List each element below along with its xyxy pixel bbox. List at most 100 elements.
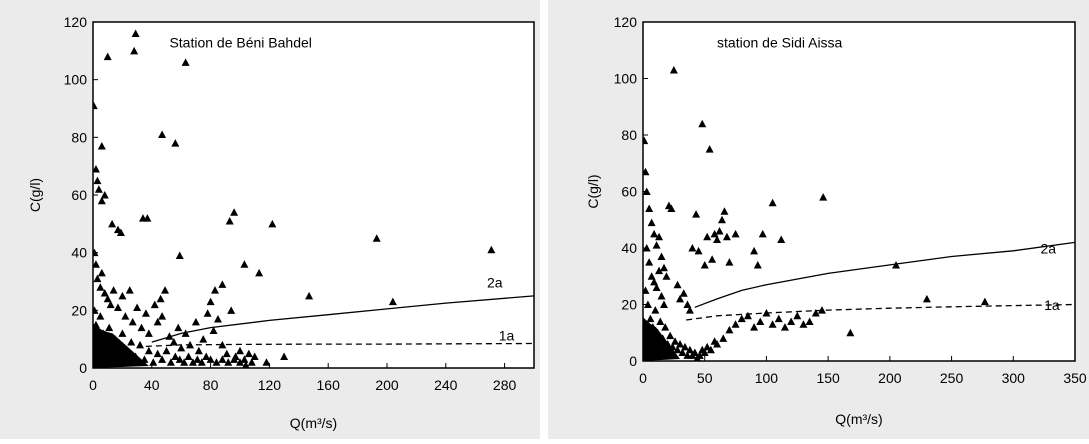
x-tick-label: 300 <box>1002 370 1026 386</box>
data-point <box>643 167 650 176</box>
data-point <box>805 317 814 325</box>
data-point <box>181 58 190 66</box>
y-tick-label: 20 <box>621 297 637 313</box>
data-point <box>93 274 102 283</box>
data-point <box>236 346 244 355</box>
data-point <box>109 286 118 294</box>
x-tick-label: 250 <box>940 370 964 386</box>
data-point <box>647 218 656 227</box>
data-point <box>97 141 106 150</box>
data-point <box>127 338 136 346</box>
data-point <box>118 291 127 300</box>
data-point <box>646 314 655 323</box>
data-point <box>162 346 171 355</box>
data-point <box>713 340 722 348</box>
data-point <box>662 272 671 280</box>
data-point <box>777 235 786 244</box>
data-point <box>768 198 777 207</box>
data-point <box>652 283 661 292</box>
data-point <box>268 219 277 228</box>
x-tick-label: 150 <box>816 370 840 386</box>
curve-1a <box>145 342 534 348</box>
x-tick-label: 0 <box>639 370 647 386</box>
data-point <box>153 317 162 326</box>
chart-title: Station de Béni Bahdel <box>169 35 311 51</box>
curve-label-2a: 2a <box>1040 241 1056 257</box>
data-point <box>685 306 694 314</box>
curve-label-2a: 2a <box>487 274 503 290</box>
data-point <box>130 46 139 55</box>
data-point <box>125 286 134 294</box>
data-point <box>673 345 682 354</box>
data-point <box>645 204 654 212</box>
x-tick-label: 200 <box>878 370 902 386</box>
y-tick-label: 120 <box>614 14 638 30</box>
x-axis-label: Q(m³/s) <box>835 411 882 427</box>
data-point <box>787 317 796 325</box>
data-point <box>713 235 722 244</box>
data-point <box>715 227 724 235</box>
data-point <box>203 309 212 317</box>
x-tick-label: 120 <box>258 377 282 393</box>
data-point <box>671 337 680 345</box>
data-point <box>661 323 670 331</box>
data-point <box>108 349 117 358</box>
data-point <box>793 311 802 320</box>
y-tick-label: 0 <box>79 360 87 376</box>
data-point <box>753 260 762 269</box>
data-point <box>93 320 100 329</box>
data-point <box>141 309 150 317</box>
x-axis-label: Q(m³/s) <box>290 415 337 431</box>
data-point <box>487 245 496 254</box>
data-point <box>656 317 665 325</box>
data-point <box>175 355 184 363</box>
data-point <box>659 300 668 308</box>
x-tick-label: 160 <box>317 377 341 393</box>
chart-beni-bahdel: 2a 1a 0 40 80 120 160 200 240 280 0 20 40 60 80 100 120 Q… <box>27 14 535 431</box>
data-point <box>743 311 752 320</box>
data-point <box>819 193 828 201</box>
data-point <box>676 340 685 348</box>
data-point <box>756 317 765 325</box>
data-point <box>218 340 227 349</box>
data-point <box>224 358 233 366</box>
data-point <box>667 204 676 212</box>
x-tick-label: 200 <box>375 377 399 393</box>
data-point <box>705 145 714 153</box>
data-point <box>171 139 180 147</box>
data-point <box>128 317 137 326</box>
data-point <box>212 358 221 366</box>
data-point <box>230 208 239 216</box>
data-point <box>174 323 183 332</box>
data-point <box>99 329 108 337</box>
data-point <box>695 351 704 359</box>
data-point <box>240 260 249 268</box>
data-point <box>653 328 662 337</box>
data-point <box>657 292 666 300</box>
data-point <box>666 331 675 340</box>
data-point <box>643 286 650 294</box>
data-point <box>121 312 130 320</box>
data-point <box>768 320 777 328</box>
curve-2a <box>151 295 534 343</box>
data-point <box>131 352 140 360</box>
data-point <box>244 349 253 358</box>
data-point <box>116 228 125 236</box>
data-point <box>177 343 186 352</box>
x-tick-label: 280 <box>493 377 517 393</box>
data-point <box>717 215 726 224</box>
x-tick-label: 80 <box>203 377 219 393</box>
data-point <box>700 260 709 269</box>
data-point <box>96 283 105 291</box>
data-point <box>105 323 114 332</box>
data-point <box>683 300 692 308</box>
data-point <box>184 352 193 360</box>
curve-label-1a: 1a <box>499 328 515 344</box>
data-point <box>680 342 689 351</box>
data-point <box>710 229 719 238</box>
data-point <box>227 306 236 314</box>
data-point <box>663 340 672 348</box>
data-point <box>93 101 98 110</box>
data-point <box>103 52 112 61</box>
data-point <box>750 323 759 331</box>
